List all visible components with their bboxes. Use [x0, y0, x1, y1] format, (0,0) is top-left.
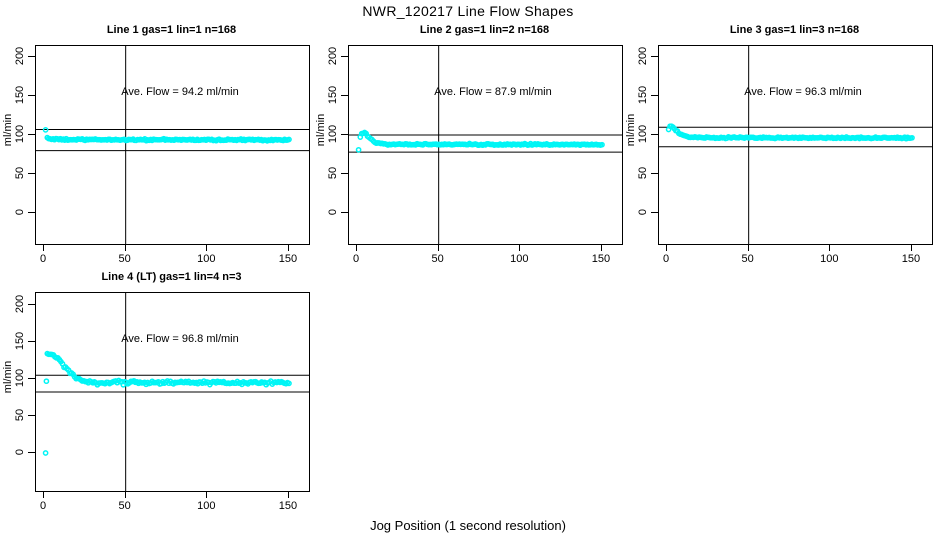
y-axis-tick [28, 134, 35, 135]
ave-flow-annotation: Ave. Flow = 94.2 ml/min [121, 86, 239, 98]
y-axis-tick-label: 50 [637, 166, 649, 180]
x-axis-tick [43, 491, 44, 498]
x-axis-tick [287, 244, 289, 251]
y-axis-tick [651, 95, 658, 96]
x-axis-tick-label: 150 [591, 253, 611, 265]
plot-box [348, 45, 623, 245]
figure-title: NWR_120217 Line Flow Shapes [362, 3, 574, 19]
panel-title: Line 3 gas=1 lin=3 n=168 [729, 24, 860, 36]
y-axis-tick [341, 173, 348, 174]
y-axis-tick [341, 56, 348, 57]
y-axis-tick-label: 200 [637, 46, 649, 66]
y-axis-tick [28, 95, 35, 96]
scatter-plot [36, 293, 309, 491]
y-axis-tick [651, 56, 658, 57]
y-axis-tick-label: 50 [327, 166, 339, 180]
x-axis-tick-label: 100 [820, 253, 839, 265]
y-axis-tick-label: 100 [327, 124, 339, 144]
panel-title: Line 4 (LT) gas=1 lin=4 n=3 [101, 271, 242, 283]
x-axis-tick-label: 150 [278, 500, 298, 512]
y-axis-tick-label: 100 [14, 368, 26, 388]
ave-flow-annotation: Ave. Flow = 96.8 ml/min [121, 333, 239, 345]
x-axis-tick [437, 244, 439, 251]
y-axis-tick [651, 173, 658, 174]
x-axis-tick [600, 244, 602, 251]
plot-box [658, 45, 933, 245]
x-axis-tick [206, 491, 208, 498]
x-axis-tick [356, 244, 357, 251]
y-axis-tick [28, 304, 35, 305]
panel-line-4: Line 4 (LT) gas=1 lin=4 n=3 Ave. Flow = … [0, 267, 330, 537]
y-axis-tick-label: 150 [327, 85, 339, 105]
y-axis-tick-label: 50 [14, 166, 26, 180]
x-axis-tick-label: 50 [118, 500, 131, 512]
y-axis-tick-label: 0 [14, 208, 26, 216]
x-axis-tick-label: 50 [741, 253, 754, 265]
x-axis-tick [829, 244, 831, 251]
y-axis-tick [651, 134, 658, 135]
y-axis-tick-label: 50 [14, 408, 26, 422]
y-axis-tick-label: 150 [14, 85, 26, 105]
y-axis-label: ml/min [2, 360, 14, 394]
x-axis-tick-label: 150 [278, 253, 298, 265]
y-axis-tick [28, 56, 35, 57]
y-axis-label: ml/min [625, 113, 637, 147]
x-axis-tick-label: 0 [352, 253, 360, 265]
y-axis-tick [28, 378, 35, 379]
panel-line-3: Line 3 gas=1 lin=3 n=168 Ave. Flow = 96.… [623, 20, 936, 290]
scatter-plot [659, 46, 932, 244]
x-axis-tick-label: 100 [197, 253, 216, 265]
y-axis-label: ml/min [2, 113, 14, 147]
y-axis-label: ml/min [315, 113, 327, 147]
scatter-plot [36, 46, 309, 244]
x-axis-tick-label: 0 [39, 500, 47, 512]
y-axis-tick [28, 452, 35, 453]
x-axis-tick [206, 244, 208, 251]
y-axis-tick-label: 0 [327, 208, 339, 216]
x-axis-tick [519, 244, 521, 251]
y-axis-tick [28, 415, 35, 416]
y-axis-tick [28, 341, 35, 342]
y-axis-tick [341, 212, 348, 213]
x-axis-tick [287, 491, 289, 498]
x-axis-tick-label: 150 [901, 253, 921, 265]
x-axis-tick [666, 244, 667, 251]
x-axis-label: Jog Position (1 second resolution) [370, 518, 566, 533]
y-axis-tick [28, 173, 35, 174]
panel-title: Line 1 gas=1 lin=1 n=168 [106, 24, 237, 36]
x-axis-tick [43, 244, 44, 251]
x-axis-tick-label: 100 [510, 253, 529, 265]
x-axis-tick [124, 244, 126, 251]
y-axis-tick-label: 150 [14, 331, 26, 351]
y-axis-tick-label: 200 [14, 294, 26, 314]
x-axis-tick-label: 0 [39, 253, 47, 265]
x-axis-tick [910, 244, 912, 251]
y-axis-tick-label: 0 [637, 208, 649, 216]
y-axis-tick [341, 95, 348, 96]
x-axis-tick-label: 50 [431, 253, 444, 265]
ave-flow-annotation: Ave. Flow = 96.3 ml/min [744, 86, 862, 98]
plot-box [35, 292, 310, 492]
y-axis-tick-label: 100 [14, 124, 26, 144]
x-axis-tick-label: 50 [118, 253, 131, 265]
panel-line-1: Line 1 gas=1 lin=1 n=168 Ave. Flow = 94.… [0, 20, 330, 290]
y-axis-tick [28, 212, 35, 213]
y-axis-tick-label: 200 [327, 46, 339, 66]
y-axis-tick-label: 100 [637, 124, 649, 144]
y-axis-tick [341, 134, 348, 135]
panel-line-2: Line 2 gas=1 lin=2 n=168 Ave. Flow = 87.… [313, 20, 643, 290]
plot-box [35, 45, 310, 245]
x-axis-tick-label: 0 [662, 253, 670, 265]
panel-title: Line 2 gas=1 lin=2 n=168 [419, 24, 550, 36]
y-axis-tick-label: 150 [637, 85, 649, 105]
ave-flow-annotation: Ave. Flow = 87.9 ml/min [434, 86, 552, 98]
x-axis-tick [747, 244, 749, 251]
x-axis-tick-label: 100 [197, 500, 216, 512]
scatter-plot [349, 46, 622, 244]
y-axis-tick-label: 200 [14, 46, 26, 66]
y-axis-tick [651, 212, 658, 213]
x-axis-tick [124, 491, 126, 498]
y-axis-tick-label: 0 [14, 448, 26, 456]
